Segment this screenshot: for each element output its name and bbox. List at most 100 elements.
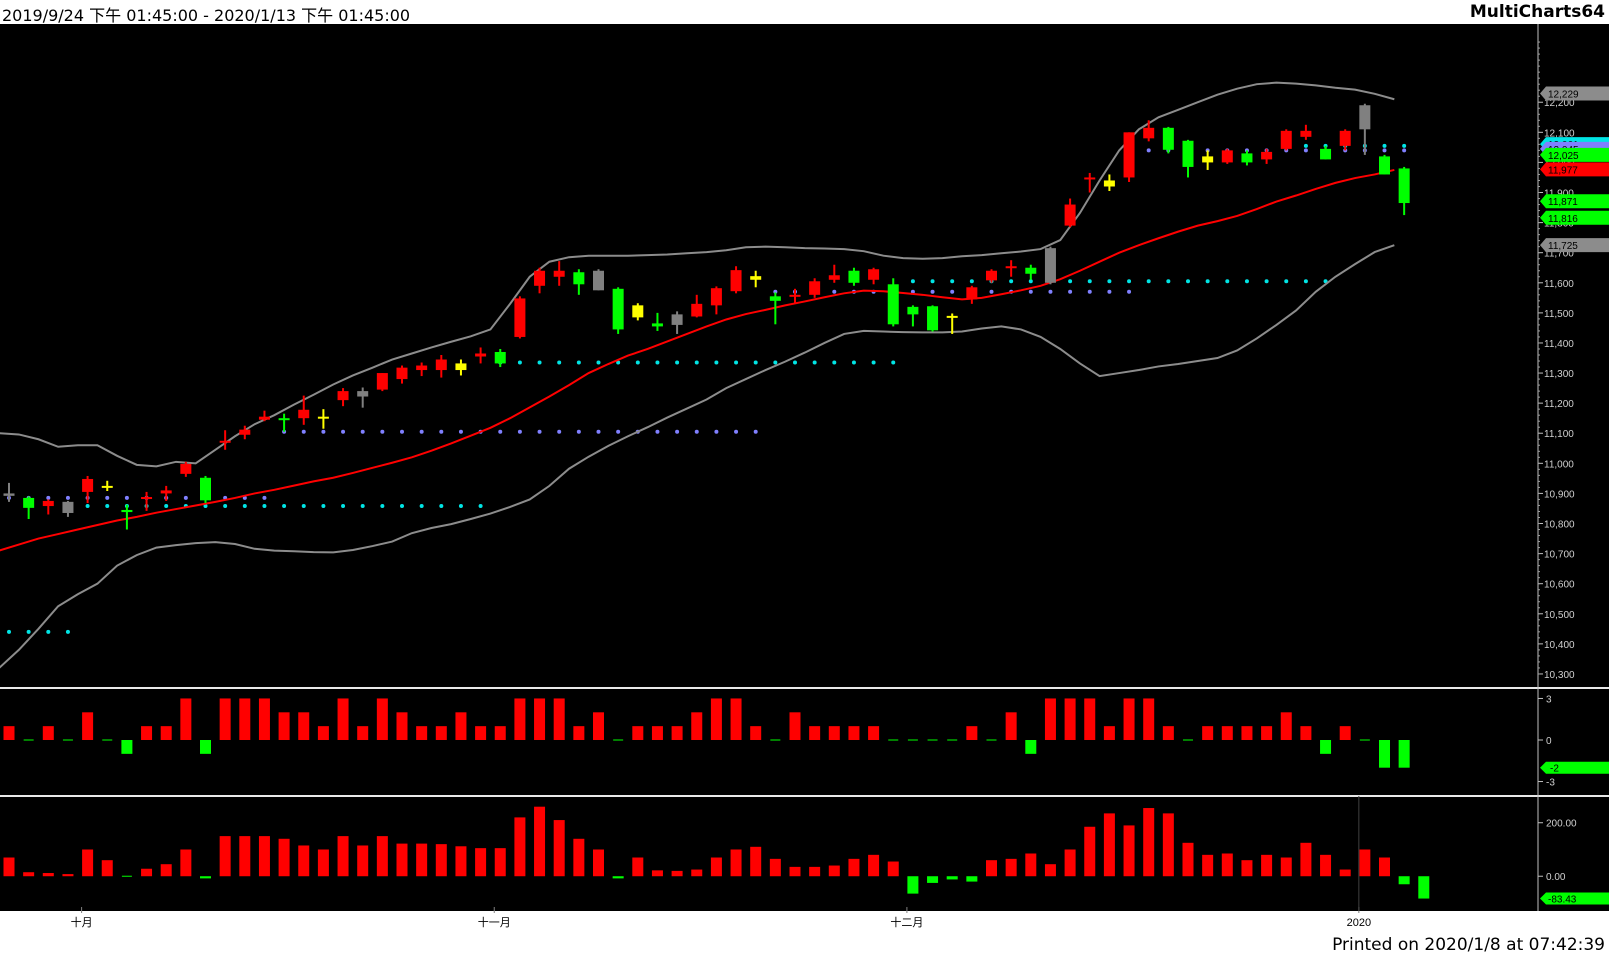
level-dot xyxy=(950,289,955,294)
level-dot xyxy=(124,495,129,500)
candle xyxy=(828,264,840,283)
candle-body xyxy=(180,463,192,474)
level-dot xyxy=(439,504,444,509)
indicator2-bar xyxy=(278,838,290,877)
indicator2-bar xyxy=(1084,826,1096,877)
indicator2-bar xyxy=(927,876,939,883)
indicator2-bar xyxy=(298,845,310,877)
candle xyxy=(1320,145,1332,160)
candle-body xyxy=(927,306,939,331)
level-dot xyxy=(1402,143,1407,148)
level-dot xyxy=(969,279,974,284)
candle-body xyxy=(121,509,133,513)
candle xyxy=(416,362,428,377)
candle-body xyxy=(1359,105,1371,130)
candle xyxy=(573,269,585,295)
candle xyxy=(1143,120,1155,142)
candle-body xyxy=(42,500,54,507)
level-dot xyxy=(223,504,228,509)
candle xyxy=(1280,129,1292,151)
level-dot xyxy=(321,429,326,434)
app-name: MultiCharts64 xyxy=(1469,2,1605,22)
y-tick-label: 11,100 xyxy=(1544,429,1574,440)
candle-body xyxy=(1241,153,1253,163)
indicator2-bar xyxy=(376,836,388,877)
level-dot xyxy=(812,360,817,365)
candle-body xyxy=(769,296,781,301)
level-dot xyxy=(596,360,601,365)
level-dot xyxy=(1087,279,1092,284)
y-tick-label: 11,000 xyxy=(1544,459,1574,470)
candle xyxy=(671,311,683,334)
candle xyxy=(789,288,801,304)
candle xyxy=(475,347,487,364)
candle-body xyxy=(789,294,801,297)
level-dot xyxy=(1028,289,1033,294)
level-dot xyxy=(400,429,404,434)
level-dot xyxy=(1028,279,1033,284)
candle-body xyxy=(141,497,153,500)
level-dot xyxy=(734,360,739,365)
indicator1-bar xyxy=(1300,726,1312,740)
indicator1-bar xyxy=(121,740,133,754)
indicator1-bar xyxy=(219,698,231,740)
indicator1-bar xyxy=(1162,726,1174,740)
indicator1-bar xyxy=(416,726,428,740)
indicator1-bar xyxy=(455,712,467,740)
candle-body xyxy=(239,429,251,435)
indicator2-bar xyxy=(1320,854,1332,877)
indicator1-bar xyxy=(435,726,447,740)
candle-body xyxy=(671,314,683,325)
candle xyxy=(750,270,762,288)
indicator1-bar xyxy=(1044,698,1056,740)
indicator2-bar xyxy=(514,817,526,877)
level-dot xyxy=(242,495,247,500)
candle-body xyxy=(62,501,74,513)
level-dot xyxy=(1303,148,1308,153)
lower-band-line xyxy=(0,244,1395,669)
candle-body xyxy=(455,363,467,371)
value-marker-label: -2 xyxy=(1550,764,1559,775)
candle xyxy=(1064,198,1076,228)
indicator2-bar xyxy=(357,845,369,877)
indicator1-bar xyxy=(632,726,644,740)
level-dot xyxy=(1225,279,1230,284)
candle-body xyxy=(986,270,997,281)
candle xyxy=(141,491,153,511)
level-dot xyxy=(301,504,306,509)
candle xyxy=(868,267,880,285)
candle-body xyxy=(573,272,585,285)
x-tick-label: 十二月 xyxy=(890,915,923,929)
indicator2-bar xyxy=(239,836,251,877)
price-marker-label: 11,977 xyxy=(1548,165,1578,176)
candle xyxy=(455,359,467,376)
value-marker-label: -83.43 xyxy=(1548,895,1577,906)
candle xyxy=(553,261,565,286)
candle-body xyxy=(298,409,310,419)
indicator2-bar xyxy=(82,849,94,877)
indicator2-bar xyxy=(750,846,762,877)
indicator2-bar xyxy=(160,864,172,877)
price-marker-label: 11,725 xyxy=(1548,241,1578,252)
level-dot xyxy=(1382,148,1387,153)
candle-body xyxy=(1005,266,1017,269)
level-dot xyxy=(910,289,915,294)
indicator2-bar xyxy=(612,876,624,879)
candle xyxy=(160,485,172,501)
candle xyxy=(396,365,408,384)
level-dot xyxy=(537,360,542,365)
candle-body xyxy=(1261,151,1273,160)
indicator2-bar xyxy=(593,849,604,877)
indicator2-bar xyxy=(1162,813,1174,877)
indicator2-bar xyxy=(691,869,703,877)
candle xyxy=(1241,150,1253,166)
indicator1-bar xyxy=(1064,698,1076,740)
candle xyxy=(593,269,604,291)
indicator1-bar xyxy=(1202,726,1214,740)
level-dot xyxy=(537,429,542,434)
candle-body xyxy=(278,418,290,421)
indicator1-bar xyxy=(553,698,565,740)
chart[interactable]: 10,300 10,400 10,500 10,600 10,700 10,800 10,9… xyxy=(0,24,1609,934)
y-tick-label: 10,700 xyxy=(1544,550,1575,561)
indicator2-bar xyxy=(200,876,211,879)
